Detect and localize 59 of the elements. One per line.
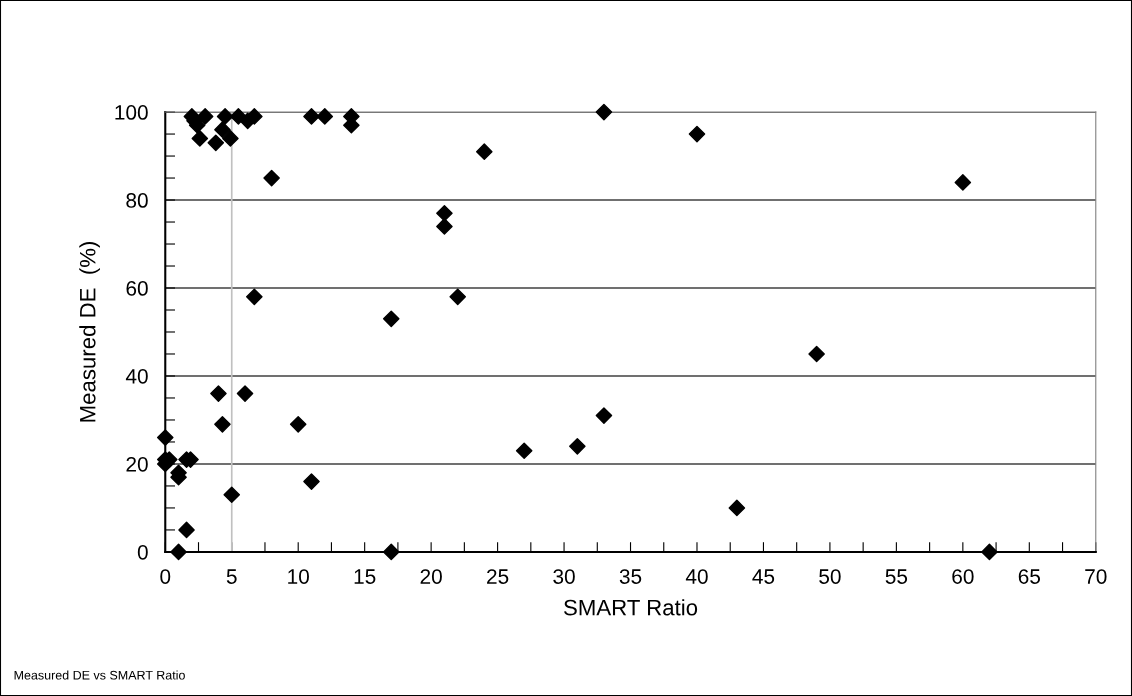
point (263, 169, 280, 187)
point (236, 385, 254, 402)
point (595, 407, 613, 424)
x-tick-label: 70 (1085, 569, 1107, 584)
y-tick-label: 40 (125, 368, 148, 384)
point (449, 288, 467, 306)
x-tick-label: 55 (885, 569, 908, 584)
point (196, 108, 214, 125)
y-axis-title: Measured DE (%) (79, 241, 100, 422)
x-tick-label: 10 (288, 569, 309, 584)
point (382, 310, 400, 328)
point (156, 429, 174, 446)
point (303, 108, 320, 125)
point (515, 442, 533, 460)
point (954, 174, 972, 191)
text: Measured DE vs SMART Ratio (14, 670, 185, 680)
point (303, 473, 320, 490)
point (808, 345, 825, 363)
x-axis-title: SMART Ratio (564, 599, 698, 616)
point (214, 121, 231, 138)
point (316, 108, 334, 125)
y-tick-label: 100 (115, 105, 148, 120)
x-tick-label: 20 (420, 569, 442, 584)
x-tick-label: 30 (553, 569, 575, 584)
point (223, 486, 241, 504)
point (436, 218, 453, 235)
x-tick-label: 60 (952, 569, 974, 584)
y-tick-label: 60 (126, 281, 148, 296)
x-tick-label: 65 (1018, 569, 1041, 584)
point (170, 543, 187, 561)
y-tick-label: 80 (126, 193, 148, 208)
x-tick-label: 25 (487, 569, 509, 584)
point (289, 416, 307, 433)
point (436, 204, 453, 222)
point (191, 130, 209, 147)
x-tick-label: 35 (619, 569, 642, 584)
point (475, 143, 493, 160)
point (216, 108, 234, 125)
x-tick-label: 15 (354, 569, 376, 584)
x-tick-label: 50 (819, 569, 841, 584)
point (569, 438, 586, 455)
point (207, 134, 225, 152)
point (728, 499, 746, 517)
x-tick-label: 40 (685, 569, 708, 584)
point (688, 125, 706, 143)
x-tick-label: 5 (226, 569, 237, 584)
point (222, 130, 239, 147)
point (246, 108, 263, 125)
point (981, 543, 998, 561)
x-tick-label: 45 (752, 569, 775, 584)
y-tick-label: 0 (137, 544, 148, 560)
y-tick-label: 20 (126, 456, 148, 472)
point (382, 543, 400, 561)
point (178, 521, 195, 539)
point (246, 288, 263, 306)
point (210, 385, 227, 402)
point (595, 103, 613, 121)
point (214, 416, 231, 433)
x-tick-label: 0 (160, 569, 171, 584)
